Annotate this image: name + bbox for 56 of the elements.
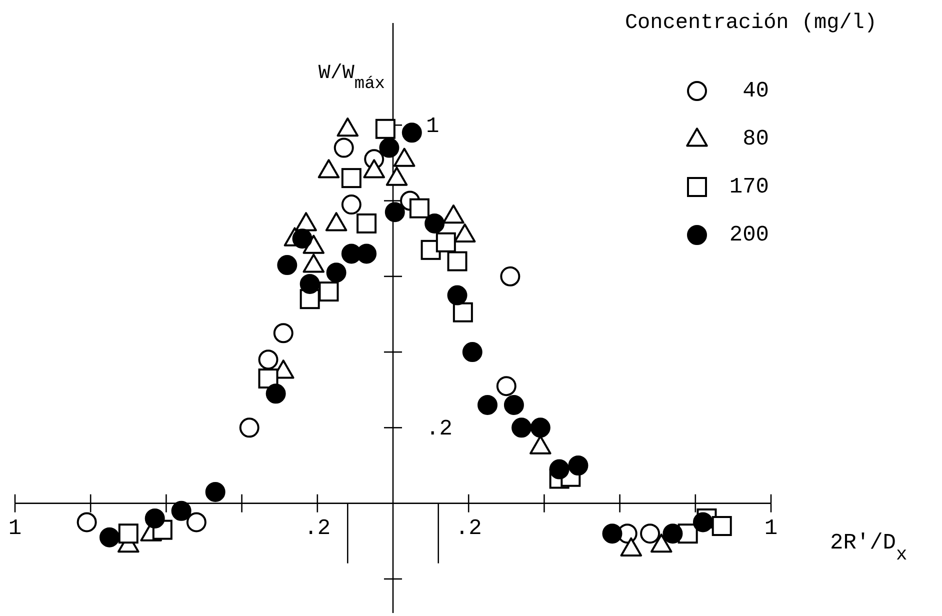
point bbox=[512, 418, 532, 438]
point bbox=[266, 384, 286, 404]
point bbox=[530, 418, 550, 438]
x-tick-label: 1 bbox=[764, 516, 778, 542]
legend-label: 200 bbox=[729, 222, 769, 248]
point bbox=[462, 342, 482, 362]
point bbox=[300, 274, 320, 294]
legend-label: 170 bbox=[729, 174, 769, 200]
x-tick-label: .2 bbox=[304, 516, 331, 542]
point bbox=[171, 500, 192, 521]
point bbox=[712, 516, 732, 536]
point bbox=[478, 394, 498, 415]
point bbox=[341, 168, 362, 188]
point bbox=[452, 302, 473, 322]
point bbox=[205, 482, 226, 502]
point bbox=[100, 527, 120, 548]
point bbox=[341, 194, 362, 215]
point bbox=[356, 213, 377, 234]
point bbox=[258, 350, 278, 370]
x-tick-label: 1 bbox=[8, 516, 22, 542]
point bbox=[118, 524, 138, 544]
point bbox=[273, 323, 294, 344]
point bbox=[277, 255, 298, 276]
point bbox=[568, 456, 588, 476]
point bbox=[496, 376, 516, 396]
point bbox=[239, 418, 260, 438]
point bbox=[409, 198, 430, 218]
point bbox=[379, 138, 400, 158]
legend-title: Concentración (mg/l) bbox=[624, 12, 877, 35]
point bbox=[436, 232, 456, 252]
point bbox=[602, 524, 622, 544]
point bbox=[76, 512, 97, 532]
point bbox=[144, 508, 165, 528]
point bbox=[662, 524, 683, 544]
point bbox=[640, 524, 660, 544]
point bbox=[424, 213, 445, 234]
point bbox=[447, 285, 468, 306]
point bbox=[504, 394, 524, 415]
point bbox=[375, 118, 396, 139]
x-tick-label: .2 bbox=[455, 516, 482, 542]
point bbox=[692, 512, 713, 532]
legend-label: 40 bbox=[742, 78, 769, 104]
point bbox=[384, 202, 405, 222]
point bbox=[447, 251, 468, 272]
point bbox=[318, 282, 339, 302]
y-axis-title: W/W$_{máx}$ bbox=[318, 62, 385, 94]
point bbox=[326, 262, 346, 283]
point bbox=[549, 459, 570, 480]
legend-label: 80 bbox=[742, 126, 769, 152]
point bbox=[500, 266, 520, 286]
point bbox=[186, 512, 206, 532]
x-axis-title: 2R'/D$_{x}$ bbox=[830, 530, 908, 566]
point bbox=[334, 138, 354, 158]
point bbox=[402, 122, 422, 143]
point bbox=[258, 368, 278, 389]
point bbox=[292, 228, 312, 249]
